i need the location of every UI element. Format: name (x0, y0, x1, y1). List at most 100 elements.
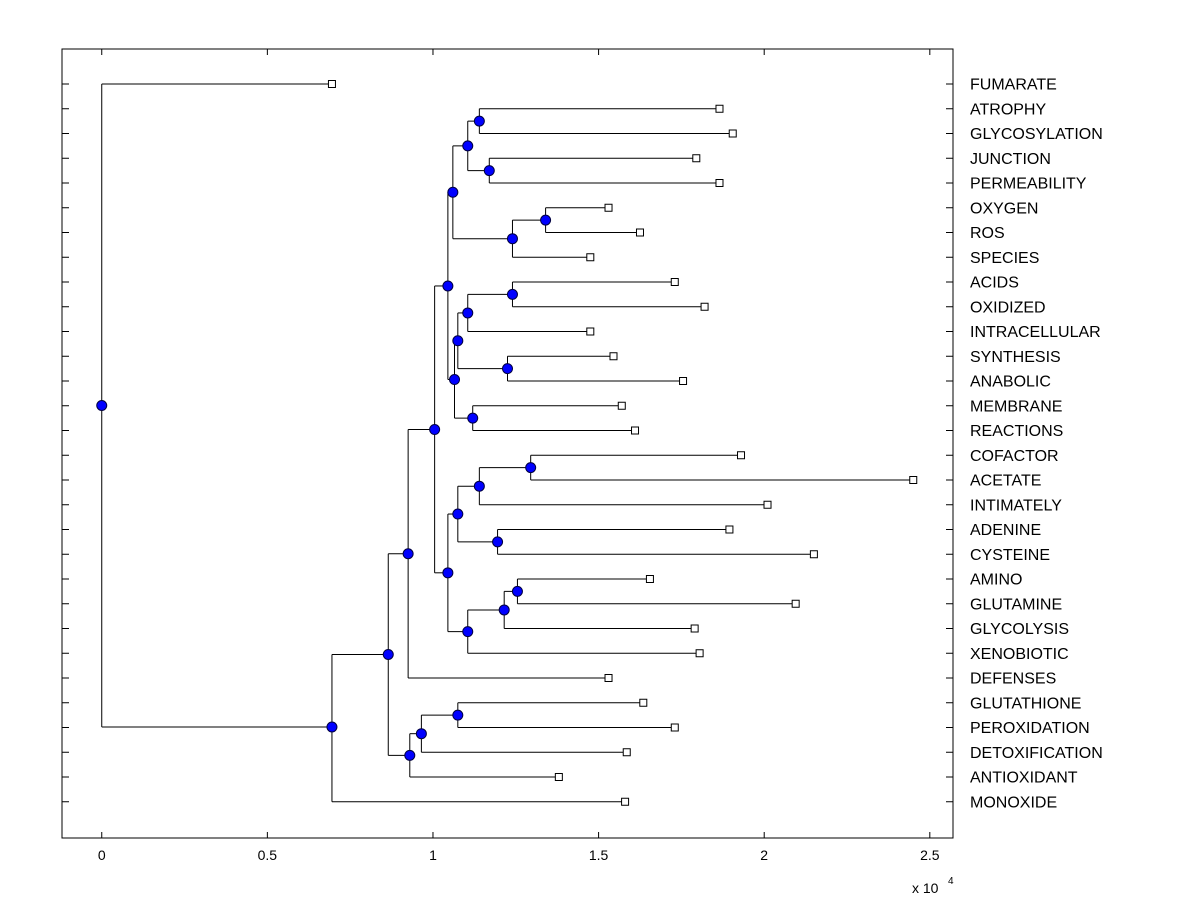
internal-node (96, 400, 108, 412)
leaf-marker (909, 476, 918, 484)
leaf-label: PEROXIDATION (970, 720, 1090, 737)
leaf-marker (715, 179, 724, 187)
internal-node (449, 374, 461, 386)
internal-node (502, 363, 513, 375)
leaf-label: ADENINE (970, 522, 1041, 539)
leaf-marker (690, 624, 699, 633)
leaf-label: ACIDS (970, 275, 1019, 292)
internal-node (429, 424, 441, 436)
leaf-marker (586, 327, 595, 336)
internal-node (483, 165, 495, 177)
leaf-label: ANTIOXIDANT (970, 770, 1078, 787)
x-tick-label: 0.5 (258, 847, 278, 863)
leaf-marker (635, 228, 644, 237)
leaf-marker (670, 278, 679, 286)
leaf-label: GLYCOLYSIS (970, 621, 1069, 638)
internal-node (506, 233, 518, 245)
leaf-marker (327, 80, 336, 88)
x-tick-label: 1.5 (589, 847, 609, 863)
leaf-label: DEFENSES (970, 671, 1056, 688)
leaf-label: GLYCOSYLATION (970, 126, 1103, 143)
x-exponent-base: x 10 (912, 880, 939, 896)
marker-group (96, 80, 918, 806)
x-tick-label: 2.5 (920, 847, 940, 863)
leaf-marker (763, 500, 772, 509)
internal-node (462, 626, 474, 638)
leaf-label: FUMARATE (970, 77, 1057, 94)
internal-node (462, 307, 474, 319)
leaf-marker (715, 104, 724, 113)
internal-node (473, 480, 485, 492)
leaf-label: PERMEABILITY (970, 176, 1087, 193)
leaf-label: CYSTEINE (970, 547, 1050, 564)
leaf-label: GLUTATHIONE (970, 695, 1081, 712)
leaf-label: INTRACELLULAR (970, 324, 1101, 341)
internal-node (462, 140, 474, 152)
internal-node (467, 412, 479, 424)
edge-group (101, 83, 914, 803)
leaf-label: COFACTOR (970, 448, 1059, 465)
leaf-marker (791, 599, 800, 608)
internal-node (452, 709, 464, 721)
plot-area (61, 48, 954, 839)
leaf-marker (737, 451, 746, 460)
leaf-label: AMINO (970, 572, 1022, 589)
internal-node (402, 548, 414, 560)
leaf-marker (621, 797, 630, 806)
internal-node (525, 462, 537, 474)
internal-node (415, 728, 427, 740)
internal-node (511, 585, 523, 597)
tick-group: 0 0.5 1 1.5 2 2.5 (62, 49, 953, 863)
leaf-label: OXYGEN (970, 200, 1038, 217)
leaf-label: ANABOLIC (970, 374, 1051, 391)
label-group: FUMARATE ATROPHY GLYCOSYLATION JUNCTION PERM… (970, 77, 1103, 812)
leaf-label: MONOXIDE (970, 794, 1057, 811)
leaf-marker (617, 401, 626, 410)
leaf-marker (622, 748, 631, 757)
leaf-label: SPECIES (970, 250, 1039, 267)
internal-node (404, 749, 416, 761)
leaf-marker (554, 773, 563, 781)
leaf-label: DETOXIFICATION (970, 745, 1103, 762)
leaf-label: ACETATE (970, 473, 1041, 490)
leaf-marker (692, 154, 701, 163)
internal-node (382, 648, 394, 660)
leaf-marker (725, 525, 734, 534)
x-exponent-power: 4 (948, 876, 954, 887)
leaf-marker (639, 698, 648, 707)
leaf-marker (586, 253, 595, 262)
internal-node (506, 288, 518, 300)
internal-node (326, 721, 338, 733)
leaf-marker (631, 426, 640, 435)
leaf-marker (670, 723, 679, 732)
internal-node (473, 115, 485, 127)
x-tick-label: 2 (760, 847, 768, 863)
internal-node (452, 508, 464, 520)
leaf-label: REACTIONS (970, 423, 1063, 440)
leaf-label: JUNCTION (970, 151, 1051, 168)
internal-node (452, 335, 464, 347)
x-tick-label: 0 (98, 847, 106, 863)
leaf-label: XENOBIOTIC (970, 646, 1069, 663)
leaf-label: GLUTAMINE (970, 596, 1062, 613)
leaf-marker (604, 203, 613, 212)
internal-node (447, 186, 459, 198)
leaf-label: INTIMATELY (970, 497, 1062, 514)
leaf-label: MEMBRANE (970, 398, 1062, 415)
internal-node (492, 536, 504, 548)
internal-node (498, 604, 510, 616)
leaf-marker (645, 575, 654, 583)
internal-node (442, 280, 454, 292)
leaf-label: SYNTHESIS (970, 349, 1061, 366)
x-tick-label: 1 (429, 847, 437, 863)
leaf-marker (604, 674, 613, 682)
internal-node (442, 567, 454, 579)
leaf-label: ATROPHY (970, 101, 1046, 118)
leaf-marker (728, 129, 737, 138)
leaf-label: ROS (970, 225, 1005, 242)
leaf-marker (609, 352, 618, 361)
leaf-marker (700, 302, 709, 311)
leaf-label: OXIDIZED (970, 299, 1046, 316)
